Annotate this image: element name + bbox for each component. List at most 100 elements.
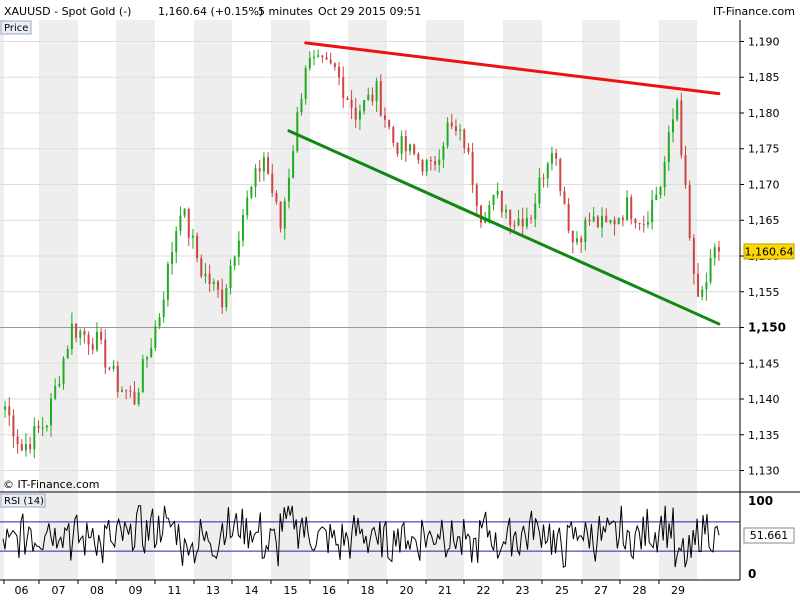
candle-body [133,391,136,405]
rsi-tab[interactable]: RSI (14) [0,493,46,508]
resistance-trendline [304,41,721,96]
candle-body [467,147,470,152]
candle-body [262,157,265,172]
candle-body [630,197,633,220]
candle-body [642,223,645,225]
candle-body [676,100,679,120]
candle-body [484,220,487,223]
candle-body [383,115,386,120]
candle-body [663,162,666,188]
candle-body [91,344,94,350]
candle-body [338,66,341,78]
price-tab[interactable]: Price [0,20,32,35]
candle-body [371,94,374,102]
price-tick-label: 1,140 [748,393,780,406]
candle-body [584,219,587,243]
candle-body [79,330,82,338]
candle-body [417,153,420,161]
price-candles [4,49,720,459]
candle-body [267,157,270,174]
price-grid [0,40,740,472]
rsi-axis: 100 0 [748,494,773,581]
candle-body [37,426,40,428]
candle-body [317,55,320,57]
time-tick-label: 25 [555,584,569,597]
candle-body [75,323,78,338]
time-tick-label: 27 [594,584,608,597]
candle-body [555,152,558,159]
candle-body [609,219,612,223]
support-trendline [287,129,721,326]
candle-body [701,289,704,297]
candle-body [296,112,299,152]
candle-body [471,151,474,185]
candle-body [62,358,65,384]
candle-body [492,194,495,206]
candle-body [459,129,462,131]
candle-body [8,406,11,416]
candle-body [358,111,361,120]
candle-body [659,187,662,195]
candle-body [237,240,240,257]
candle-body [396,142,399,154]
rsi-line [2,505,720,569]
watermark: © IT-Finance.com [3,478,100,491]
candle-body [530,218,533,220]
candle-body [667,132,670,163]
time-tick-label: 28 [633,584,647,597]
candle-body [500,190,503,213]
candle-body [475,184,478,206]
candle-body [104,339,107,368]
candle-body [292,151,295,178]
candle-body [367,94,370,101]
candle-body [413,144,416,154]
candle-body [41,427,44,429]
candle-body [596,216,599,228]
time-tick-label: 15 [284,584,298,597]
candle-body [308,57,311,69]
candle-body [392,127,395,143]
candle-body [279,201,282,229]
candle-body [442,145,445,160]
candle-body [204,273,207,277]
candle-body [421,160,424,172]
candle-body [717,247,720,252]
candle-body [16,436,19,445]
rsi-day-band [271,493,310,580]
candle-body [137,392,140,405]
current-price-tag: 1,160.64 [743,243,795,260]
candle-body [283,201,286,229]
candle-body [534,203,537,220]
time-tick-label: 14 [245,584,259,597]
candle-body [229,265,232,289]
candle-body [87,334,90,345]
rsi-day-band [78,493,116,580]
candle-body [571,230,574,243]
candle-body [646,222,649,225]
candle-body [429,159,432,162]
time-tick-label: 18 [361,584,375,597]
candle-body [505,209,508,213]
rsi-tick-label: 100 [748,494,773,508]
candle-body [454,126,457,131]
candle-body [116,365,119,392]
header-bar [0,0,800,20]
candle-body [634,219,637,223]
price-axis: 1,1301,1351,1401,1451,1501,1551,1601,165… [740,35,786,478]
rsi-day-band [542,493,582,580]
time-tick-label: 06 [15,584,29,597]
candle-body [33,426,36,450]
candle-body [605,215,608,223]
rsi-value-label: 51.661 [750,529,789,542]
candle-body [521,218,524,227]
price-label: Price [4,23,28,34]
price-tick-label: 1,180 [748,107,780,120]
candle-body [671,119,674,133]
candle-body [705,281,708,290]
candle-body [375,81,378,102]
candle-body [463,129,466,148]
candle-body [158,317,161,327]
candle-body [592,216,595,222]
price-tick-label: 1,175 [748,143,780,156]
